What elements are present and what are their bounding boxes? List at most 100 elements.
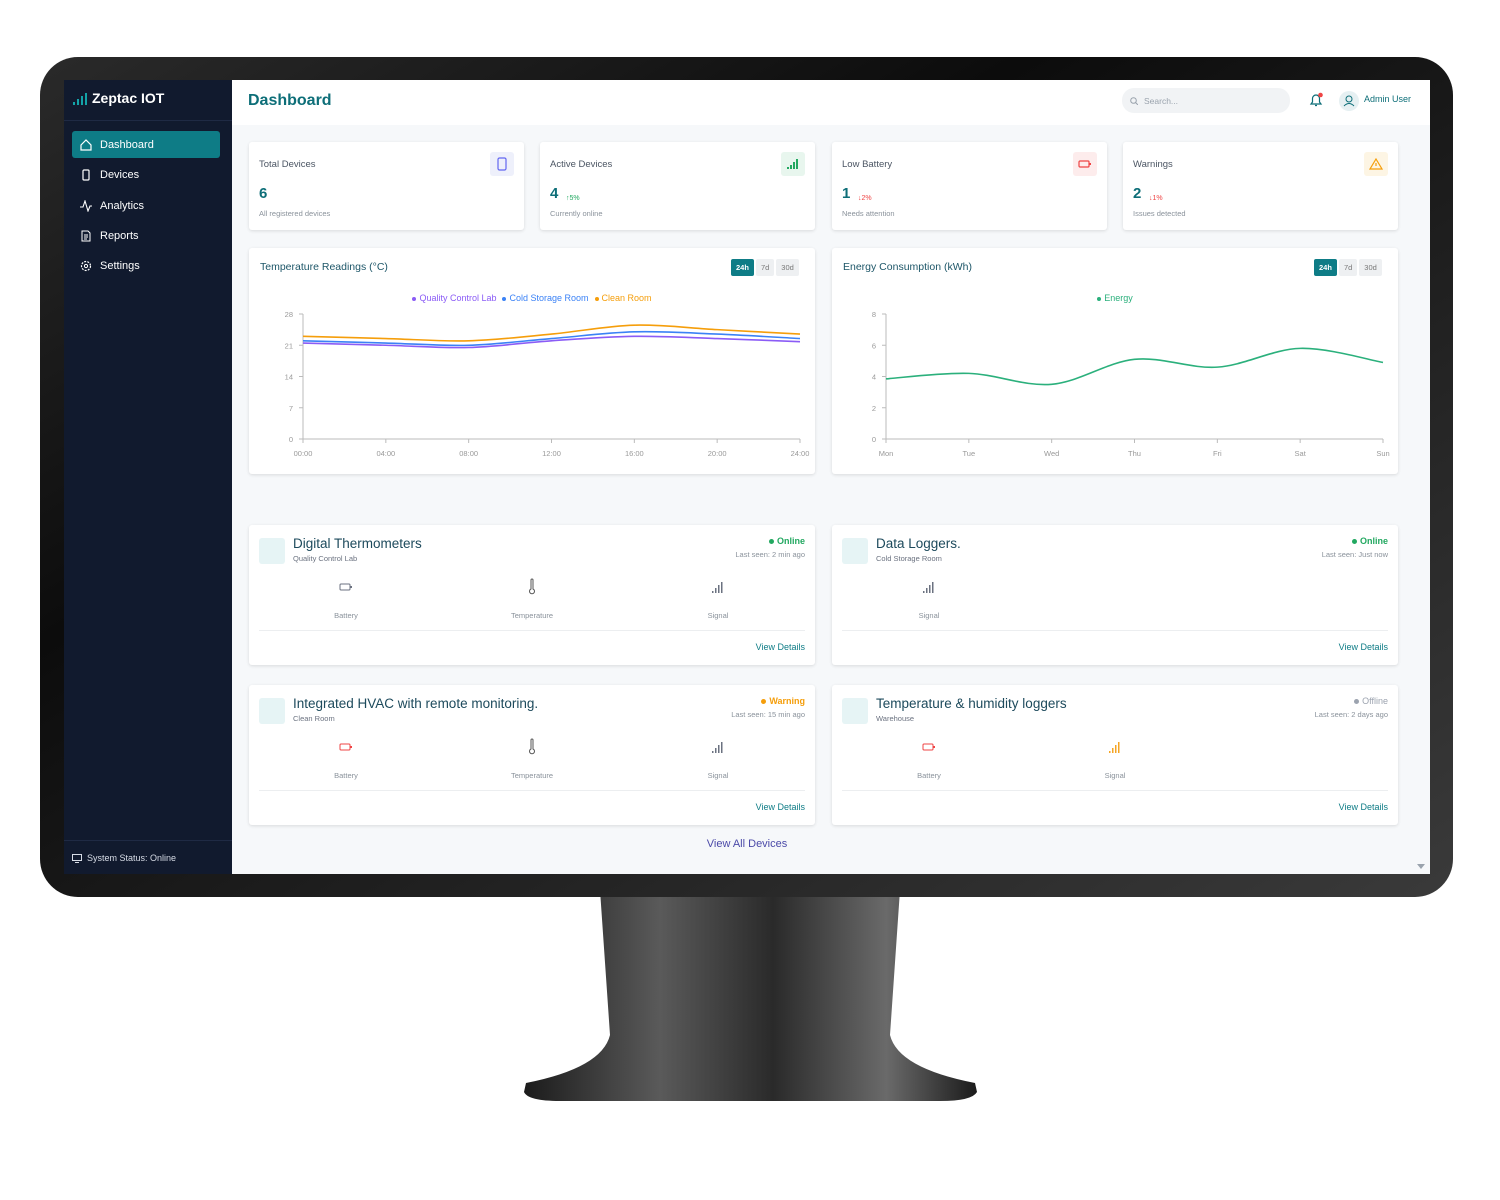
nav-item[interactable]: Settings bbox=[72, 252, 220, 279]
stat-icon bbox=[490, 152, 514, 176]
nav-item[interactable]: Devices bbox=[72, 161, 220, 188]
stat-label: Total Devices bbox=[259, 159, 316, 170]
metric-label: Temperature bbox=[510, 611, 554, 620]
range-button[interactable]: 7d bbox=[1338, 259, 1358, 276]
brand-icon bbox=[73, 93, 87, 105]
range-toggles: 24h 7d 30d bbox=[1314, 259, 1382, 276]
status-icon bbox=[72, 853, 82, 863]
signal-icon bbox=[712, 742, 723, 753]
view-details[interactable]: View Details bbox=[755, 802, 805, 812]
scroll-arrow bbox=[1417, 864, 1425, 869]
divider bbox=[842, 630, 1388, 631]
header: Dashboard Search... Admin User bbox=[232, 80, 1430, 125]
range-button[interactable]: 30d bbox=[776, 259, 799, 276]
thermometer-icon bbox=[529, 738, 535, 755]
device-location: Warehouse bbox=[876, 714, 915, 723]
nav-item[interactable]: Reports bbox=[72, 222, 220, 249]
range-button[interactable]: 7d bbox=[755, 259, 775, 276]
stat-value: 2 bbox=[1133, 185, 1142, 202]
device-card: Data Loggers. Cold Storage Room Online L… bbox=[832, 525, 1398, 665]
user-avatar[interactable] bbox=[1338, 90, 1360, 112]
stat-label: Active Devices bbox=[550, 159, 613, 170]
legend-item: Energy bbox=[1097, 293, 1133, 303]
metric: Temperature bbox=[472, 578, 592, 620]
device-card: Temperature & humidity loggers Warehouse… bbox=[832, 685, 1398, 825]
metric: Signal bbox=[658, 738, 778, 780]
metric: Temperature bbox=[472, 738, 592, 780]
legend-label: Cold Storage Room bbox=[509, 293, 589, 303]
device-name: Data Loggers. bbox=[876, 536, 961, 551]
metric-label: Signal bbox=[707, 771, 729, 780]
search-box[interactable]: Search... bbox=[1122, 88, 1290, 113]
device-icon bbox=[259, 698, 285, 724]
y-tick-label: 2 bbox=[872, 404, 876, 413]
legend-item: Cold Storage Room bbox=[502, 293, 589, 303]
y-tick-label: 6 bbox=[872, 341, 876, 350]
system-status-text: System Status: Online bbox=[87, 853, 177, 863]
icon bbox=[497, 157, 507, 171]
range-button[interactable]: 30d bbox=[1359, 259, 1382, 276]
status-dot bbox=[1351, 538, 1357, 544]
device-location: Cold Storage Room bbox=[876, 554, 942, 563]
stat-icon bbox=[1364, 152, 1388, 176]
stat-note: Needs attention bbox=[842, 209, 895, 218]
legend-item: Clean Room bbox=[594, 293, 652, 303]
chart-card: 0 7 14 21 28 00:00 04:00 08:00 12:00 16:00 20:00 24… bbox=[249, 248, 815, 474]
view-all-devices[interactable]: View All Devices bbox=[706, 838, 788, 850]
chart-title: Temperature Readings (°C) bbox=[260, 261, 388, 273]
view-details[interactable]: View Details bbox=[755, 642, 805, 652]
monitor-stand bbox=[524, 890, 977, 1101]
chart-title: Energy Consumption (kWh) bbox=[843, 261, 972, 273]
stat-card: Warnings 2 ↓1% Issues detected bbox=[1123, 142, 1398, 230]
stat-note: Issues detected bbox=[1133, 209, 1186, 218]
signal-icon bbox=[1109, 742, 1120, 753]
nav-icon bbox=[81, 230, 91, 241]
battery-icon bbox=[339, 583, 352, 591]
metric: Signal bbox=[658, 578, 778, 620]
device-location: Clean Room bbox=[293, 714, 335, 723]
nav-label: Dashboard bbox=[100, 138, 154, 151]
y-tick-label: 0 bbox=[872, 435, 876, 444]
y-tick-label: 28 bbox=[285, 310, 293, 319]
view-details[interactable]: View Details bbox=[1338, 642, 1388, 652]
legend-label: Energy bbox=[1104, 293, 1133, 303]
notification-bell[interactable] bbox=[1308, 92, 1324, 108]
nav-icon bbox=[80, 199, 92, 212]
range-button[interactable]: 24h bbox=[731, 259, 754, 276]
thermometer-icon bbox=[529, 578, 535, 595]
device-icon bbox=[842, 538, 868, 564]
x-tick-label: 08:00 bbox=[459, 449, 478, 458]
signal-icon bbox=[923, 582, 934, 593]
device-icon bbox=[842, 698, 868, 724]
series-line bbox=[302, 335, 801, 349]
stat-value: 4 bbox=[550, 185, 559, 202]
separator bbox=[64, 120, 232, 121]
x-tick-label: Wed bbox=[1044, 449, 1059, 458]
device-location: Quality Control Lab bbox=[293, 554, 358, 563]
x-tick-label: Sat bbox=[1295, 449, 1307, 458]
metric: Battery bbox=[286, 578, 406, 620]
metric-label: Battery bbox=[334, 771, 358, 780]
metric-label: Signal bbox=[707, 611, 729, 620]
system-status: System Status: Online bbox=[72, 853, 176, 863]
metric-label: Signal bbox=[1104, 771, 1126, 780]
device-name: Digital Thermometers bbox=[293, 536, 422, 551]
screen: Zeptac IOT Dashboard Devices Analytics R… bbox=[64, 80, 1430, 874]
x-tick-label: 20:00 bbox=[708, 449, 727, 458]
device-name: Temperature & humidity loggers bbox=[876, 696, 1067, 711]
view-details[interactable]: View Details bbox=[1338, 802, 1388, 812]
nav-item[interactable]: Analytics bbox=[72, 192, 220, 219]
status-dot bbox=[768, 538, 774, 544]
nav-item[interactable]: Dashboard bbox=[72, 131, 220, 158]
user-name[interactable]: Admin User bbox=[1364, 94, 1412, 104]
device-name: Integrated HVAC with remote monitoring. bbox=[293, 696, 539, 711]
metric: Battery bbox=[286, 738, 406, 780]
brand: Zeptac IOT bbox=[92, 90, 165, 106]
range-button[interactable]: 24h bbox=[1314, 259, 1337, 276]
chart-card: 0 2 4 6 8 Mon Tue Wed Thu Fri Sat Sun Energy Consum… bbox=[832, 248, 1398, 474]
series-line bbox=[885, 347, 1384, 386]
x-tick-label: Fri bbox=[1213, 449, 1222, 458]
stat-note: All registered devices bbox=[259, 209, 331, 218]
